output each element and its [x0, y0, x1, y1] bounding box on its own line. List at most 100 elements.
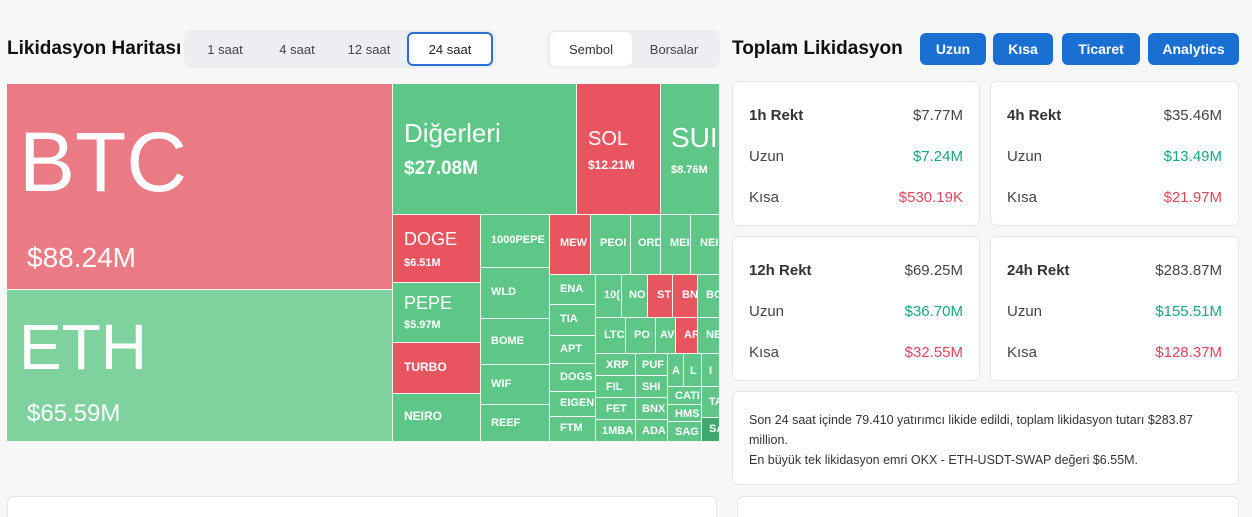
- timeframe-24h[interactable]: 24 saat: [407, 32, 493, 66]
- cell-neiro[interactable]: NEIRO: [393, 394, 481, 442]
- cell-symbol: SOL: [588, 128, 629, 150]
- cell-value: $8.76M: [671, 164, 708, 176]
- cell-value: $6.51M: [404, 257, 441, 269]
- cell-fil[interactable]: FIL: [596, 376, 636, 398]
- cell-symbol: FTM: [560, 422, 583, 434]
- total-liquidation-title: Toplam Likidasyon: [732, 38, 903, 59]
- cell-symbol: SUI: [671, 122, 718, 153]
- long-label: Uzun: [749, 148, 785, 165]
- cell-symbol: AV: [660, 329, 675, 341]
- liquidation-summary: Son 24 saat içinde 79.410 yatırımcı liki…: [732, 391, 1239, 485]
- cell-ada[interactable]: ADA: [636, 420, 668, 442]
- cell-peo[interactable]: PEOI: [591, 215, 631, 275]
- cell-ltc[interactable]: LTC: [596, 318, 626, 354]
- cell-st[interactable]: ST: [648, 275, 673, 318]
- cell-1mba[interactable]: 1MBA: [596, 420, 636, 442]
- long-value: $36.70M: [904, 303, 963, 320]
- cell-no[interactable]: NO: [622, 275, 648, 318]
- short-label: Kısa: [1007, 344, 1038, 361]
- cell-fet[interactable]: FET: [596, 398, 636, 420]
- cell-symbol: 1MBA: [602, 425, 634, 437]
- cell-av[interactable]: AV: [656, 318, 676, 354]
- cell-sag[interactable]: SAG: [668, 422, 702, 442]
- cell-symbol: ST: [657, 289, 672, 301]
- trade-button[interactable]: Ticaret: [1062, 33, 1140, 65]
- cell-ord[interactable]: ORD: [631, 215, 661, 275]
- card-label: 1h Rekt: [749, 107, 804, 124]
- timeframe-4h[interactable]: 4 saat: [279, 41, 315, 57]
- bottom-panel-right: [737, 496, 1239, 517]
- short-label: Kısa: [749, 189, 780, 206]
- cell-symbol: NO: [629, 289, 646, 301]
- cell-ne[interactable]: NE: [698, 318, 720, 354]
- cell-bn[interactable]: BN: [673, 275, 698, 318]
- cell-cat[interactable]: CATI: [668, 387, 702, 405]
- cell-eth[interactable]: ETH $65.59M: [7, 290, 393, 442]
- cell-value: $12.21M: [588, 158, 635, 172]
- cell-wif[interactable]: WIF: [481, 365, 550, 405]
- cell-symbol: PO: [634, 329, 650, 341]
- card-4h-rekt: 4h Rekt $35.46M Uzun $13.49M Kısa $21.97…: [990, 81, 1239, 226]
- cell-ar[interactable]: AR: [676, 318, 698, 354]
- cell-bome[interactable]: BOME: [481, 319, 550, 365]
- cell-wld[interactable]: WLD: [481, 268, 550, 319]
- cell-symbol: WLD: [491, 286, 517, 298]
- tab-symbol[interactable]: Sembol: [550, 32, 632, 66]
- long-button[interactable]: Uzun: [920, 33, 986, 65]
- short-value: $32.55M: [904, 344, 963, 361]
- long-value: $13.49M: [1163, 148, 1222, 165]
- cell-xrp[interactable]: XRP: [596, 354, 636, 376]
- cell-dogs[interactable]: DOGS: [550, 364, 596, 392]
- cell-others[interactable]: Diğerleri $27.08M: [393, 84, 577, 215]
- cell-btc[interactable]: BTC $88.24M: [7, 84, 393, 290]
- cell-po[interactable]: PO: [626, 318, 656, 354]
- short-value: $530.19K: [898, 189, 963, 206]
- cell-symbol: HMS: [675, 408, 700, 420]
- cell-symbol: TIA: [560, 313, 578, 325]
- card-total: $35.46M: [1163, 107, 1222, 124]
- cell-sol[interactable]: SOL $12.21M: [577, 84, 661, 215]
- card-label: 4h Rekt: [1007, 107, 1062, 124]
- cell-ta[interactable]: TA: [702, 387, 720, 418]
- cell-doge[interactable]: DOGE $6.51M: [393, 215, 481, 283]
- card-label: 24h Rekt: [1007, 262, 1070, 279]
- cell-hms[interactable]: HMS: [668, 405, 702, 422]
- card-24h-rekt: 24h Rekt $283.87M Uzun $155.51M Kısa $12…: [990, 236, 1239, 381]
- cell-shi[interactable]: SHI: [636, 376, 668, 398]
- cell-mei[interactable]: MEI: [661, 215, 691, 275]
- cell-symbol: BO: [706, 289, 719, 301]
- cell-symbol: LTC: [604, 329, 625, 341]
- cell-eigen[interactable]: EIGEN: [550, 392, 596, 417]
- cell-1000pepe[interactable]: 1000PEPE: [481, 215, 550, 268]
- short-value: $21.97M: [1163, 189, 1222, 206]
- bottom-panel-left: [7, 496, 717, 517]
- cell-turbo[interactable]: TURBO: [393, 343, 481, 394]
- cell-tia[interactable]: TIA: [550, 305, 596, 336]
- cell-sa[interactable]: SA: [702, 418, 720, 442]
- cell-symbol: NEI: [700, 237, 719, 249]
- cell-apt[interactable]: APT: [550, 336, 596, 364]
- cell-pur[interactable]: PUF: [636, 354, 668, 376]
- cell-bo[interactable]: BO: [698, 275, 720, 318]
- cell-i[interactable]: I: [702, 354, 720, 387]
- cell-ena[interactable]: ENA: [550, 275, 596, 305]
- timeframe-1h[interactable]: 1 saat: [207, 41, 243, 57]
- card-total: $7.77M: [912, 107, 963, 124]
- cell-symbol: PEPE: [404, 293, 453, 313]
- cell-ftm[interactable]: FTM: [550, 417, 596, 442]
- short-button[interactable]: Kısa: [993, 33, 1053, 65]
- long-label: Uzun: [749, 303, 785, 320]
- cell-a[interactable]: A: [668, 354, 684, 387]
- cell-pepe[interactable]: PEPE $5.97M: [393, 283, 481, 343]
- cell-bnx[interactable]: BNX: [636, 398, 668, 420]
- timeframe-12h[interactable]: 12 saat: [347, 41, 391, 57]
- cell-sui[interactable]: SUI $8.76M: [661, 84, 720, 215]
- cell-l[interactable]: L: [684, 354, 702, 387]
- tab-exchanges[interactable]: Borsalar: [649, 41, 699, 57]
- cell-reef[interactable]: REEF: [481, 405, 550, 442]
- analytics-button[interactable]: Analytics: [1148, 33, 1239, 65]
- cell-symbol: CATI: [675, 390, 700, 402]
- cell-10[interactable]: 10(: [596, 275, 622, 318]
- cell-nei[interactable]: NEI: [691, 215, 720, 275]
- cell-mew[interactable]: MEW: [550, 215, 591, 275]
